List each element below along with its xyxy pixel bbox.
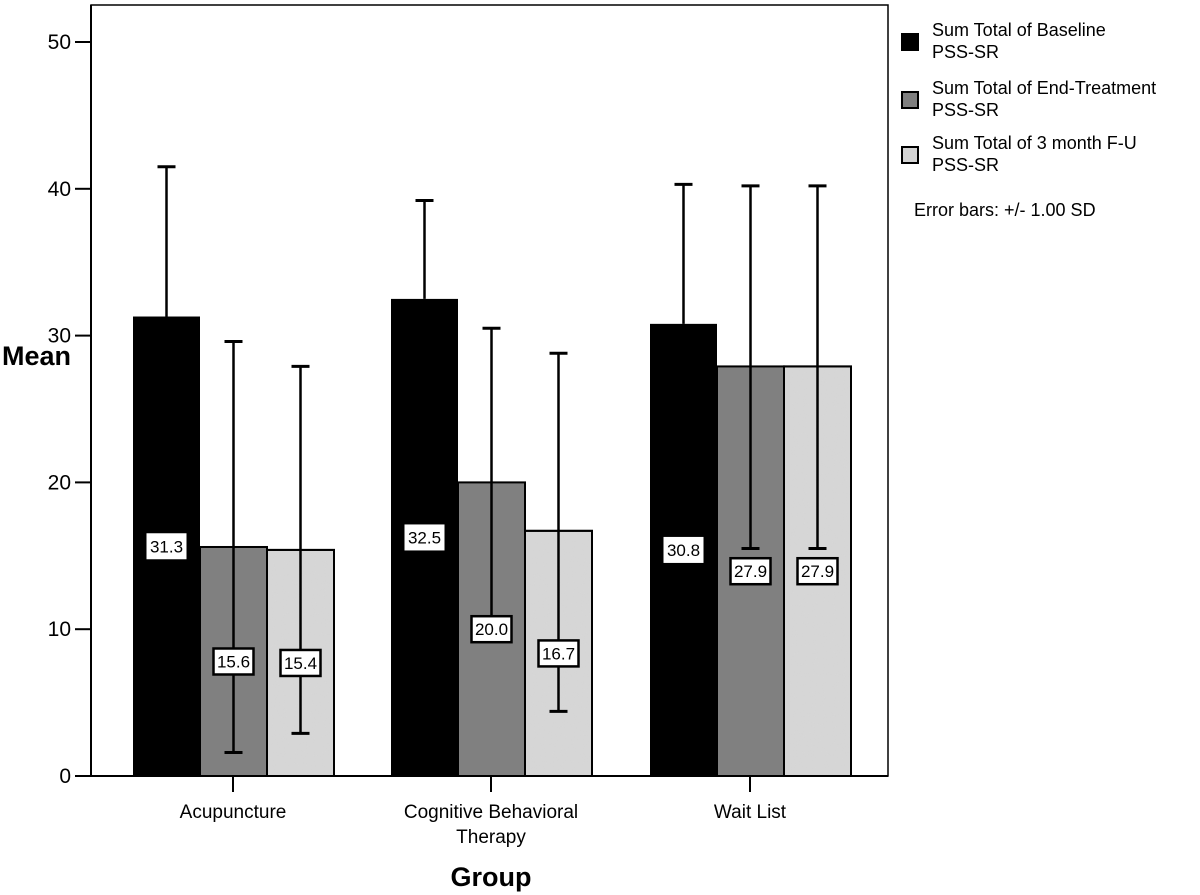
x-axis-ticks: Acupuncture Cognitive Behavioral Therapy Wa…	[180, 776, 787, 848]
y-tick-label: 50	[48, 31, 71, 54]
legend-swatch	[901, 91, 919, 109]
data-label: 27.9	[801, 562, 834, 581]
x-tick-label: Cognitive Behavioral	[404, 802, 578, 823]
y-tick-label: 10	[48, 618, 71, 641]
y-axis-title: Mean	[2, 341, 71, 371]
y-axis-ticks: 0 10 20 30 40 50	[48, 31, 91, 788]
x-tick-label: Wait List	[714, 802, 787, 823]
error-bars-note: Error bars: +/- 1.00 SD	[914, 200, 1096, 220]
data-label-box	[212, 647, 255, 676]
legend-swatch	[901, 33, 919, 51]
data-label: 27.9	[734, 562, 767, 581]
data-label-box	[796, 556, 839, 586]
legend-label: Sum Total of 3 month F-U	[932, 133, 1137, 153]
data-label: 16.7	[542, 644, 575, 663]
y-tick-label: 30	[48, 325, 71, 348]
data-label: 15.4	[284, 654, 317, 673]
data-label: 32.5	[408, 528, 441, 547]
data-label-box	[663, 536, 704, 563]
data-label: 15.6	[217, 652, 250, 671]
data-label-box	[537, 639, 580, 668]
legend-swatch	[901, 146, 919, 164]
data-label-box	[470, 614, 513, 644]
legend-label: PSS-SR	[932, 155, 999, 175]
y-tick-label: 0	[59, 765, 71, 788]
data-labels-layer: 31.3 15.6 15.4 32.5 20.0 16.7 30.8 27.9 27.9	[146, 524, 839, 678]
data-label-box	[279, 648, 322, 678]
x-tick-label: Therapy	[456, 827, 526, 848]
data-label-box	[404, 524, 445, 551]
legend-label: Sum Total of End-Treatment	[932, 78, 1156, 98]
y-tick-label: 40	[48, 178, 71, 201]
x-tick-label: Acupuncture	[180, 802, 287, 823]
data-label: 20.0	[475, 620, 508, 639]
data-label: 31.3	[150, 537, 183, 556]
y-tick-label: 20	[48, 471, 71, 494]
x-axis-title: Group	[451, 862, 532, 892]
data-label-box	[146, 533, 187, 560]
data-label-box	[729, 556, 772, 586]
legend-label: PSS-SR	[932, 100, 999, 120]
legend-label: PSS-SR	[932, 42, 999, 62]
data-label: 30.8	[667, 541, 700, 560]
legend-label: Sum Total of Baseline	[932, 20, 1106, 40]
